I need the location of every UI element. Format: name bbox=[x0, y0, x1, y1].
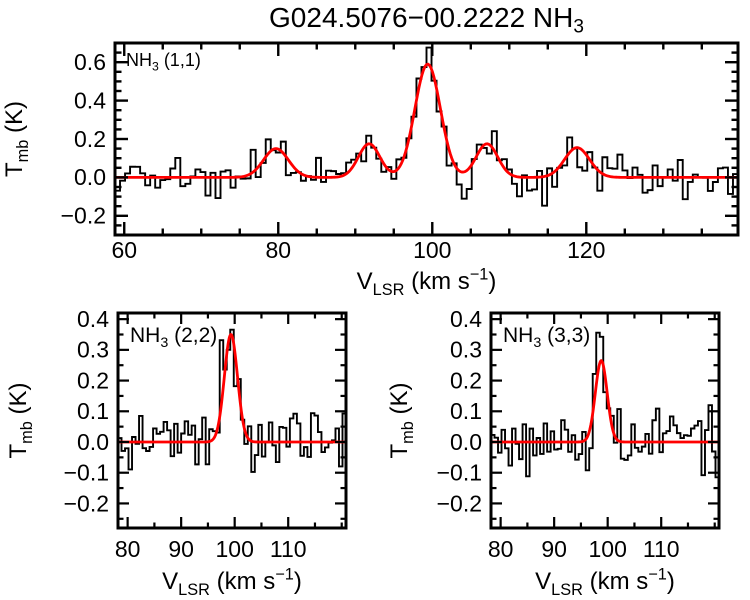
x-tick-label: 100 bbox=[588, 536, 626, 562]
panel-label: NH3 (1,1) bbox=[126, 50, 201, 73]
panel-nh3-33: 80 90 100 110 −0.2 −0.1 0.0 0.1 0.2 0.3 0.4 VLSR (k… bbox=[386, 306, 721, 599]
spectrum-histogram bbox=[115, 46, 738, 207]
figure-title-subscript: 3 bbox=[573, 16, 584, 38]
y-tick-label: 0.2 bbox=[74, 126, 106, 152]
y-tick-label: 0.6 bbox=[74, 49, 106, 75]
figure-title: G024.5076−00.2222 NH3 bbox=[115, 1, 738, 45]
x-tick-label: 80 bbox=[488, 536, 514, 562]
spectrum-histogram bbox=[118, 328, 346, 473]
gaussian-fit-curve bbox=[118, 332, 346, 444]
spectrum-histogram bbox=[491, 331, 719, 479]
axis-ticks bbox=[115, 41, 738, 237]
x-axis-title: VLSR (km s−1) bbox=[535, 565, 675, 598]
x-tick-label: 80 bbox=[115, 536, 141, 562]
gaussian-fit-curve bbox=[491, 358, 719, 444]
y-tick-label: −0.1 bbox=[437, 460, 482, 486]
x-axis-title: VLSR (km s−1) bbox=[357, 265, 497, 298]
y-axis-title: Tmb (K) bbox=[1, 101, 32, 177]
y-tick-label: −0.2 bbox=[61, 203, 106, 229]
panel-nh3-11: 60 80 100 120 −0.2 0.0 0.2 0.4 0.6 VLSR (km s−1) T… bbox=[1, 41, 740, 299]
y-tick-label: 0.2 bbox=[450, 367, 482, 393]
y-tick-label: 0.0 bbox=[74, 164, 106, 190]
gaussian-fit-curve bbox=[115, 62, 738, 179]
y-axis-title: Tmb (K) bbox=[5, 382, 36, 458]
y-tick-label: 0.4 bbox=[450, 306, 482, 332]
panel-label: NH3 (3,3) bbox=[503, 324, 590, 351]
x-axis-title: VLSR (km s−1) bbox=[162, 565, 302, 598]
y-tick-label: 0.3 bbox=[77, 337, 109, 363]
y-tick-label: −0.2 bbox=[64, 490, 109, 516]
y-tick-label: −0.2 bbox=[437, 490, 482, 516]
y-tick-label: −0.1 bbox=[64, 460, 109, 486]
y-tick-label: 0.4 bbox=[74, 87, 106, 113]
x-tick-label: 100 bbox=[413, 237, 451, 263]
y-tick-label: 0.1 bbox=[450, 398, 482, 424]
axis-ticks bbox=[118, 313, 346, 528]
y-tick-label: 0.0 bbox=[77, 429, 109, 455]
y-tick-label: 0.3 bbox=[450, 337, 482, 363]
axis-frame bbox=[489, 311, 721, 530]
panel-nh3-22: 80 90 100 110 −0.2 −0.1 0.0 0.1 0.2 0.3 0.4 VLSR (k… bbox=[5, 306, 348, 599]
tick-labels: 60 80 100 120 −0.2 0.0 0.2 0.4 0.6 bbox=[61, 49, 606, 263]
axis-frame bbox=[113, 41, 740, 237]
y-axis-title: Tmb (K) bbox=[386, 382, 417, 458]
x-tick-label: 60 bbox=[111, 237, 137, 263]
y-tick-label: 0.2 bbox=[77, 367, 109, 393]
tick-labels: 80 90 100 110 −0.2 −0.1 0.0 0.1 0.2 0.3 0.4 bbox=[64, 306, 307, 562]
panel-label: NH3 (2,2) bbox=[130, 324, 217, 351]
figure-title-text: G024.5076−00.2222 NH bbox=[269, 2, 574, 33]
tick-labels: 80 90 100 110 −0.2 −0.1 0.0 0.1 0.2 0.3 0.4 bbox=[437, 306, 680, 562]
axis-ticks bbox=[491, 313, 719, 528]
axis-frame bbox=[116, 311, 348, 530]
x-tick-label: 100 bbox=[215, 536, 253, 562]
x-tick-label: 90 bbox=[168, 536, 194, 562]
x-tick-label: 110 bbox=[643, 536, 680, 562]
y-tick-label: 0.1 bbox=[77, 398, 109, 424]
x-tick-label: 120 bbox=[567, 237, 605, 263]
y-tick-label: 0.0 bbox=[450, 429, 482, 455]
x-tick-label: 110 bbox=[270, 536, 307, 562]
x-tick-label: 90 bbox=[541, 536, 567, 562]
y-tick-label: 0.4 bbox=[77, 306, 109, 332]
x-tick-label: 80 bbox=[265, 237, 291, 263]
